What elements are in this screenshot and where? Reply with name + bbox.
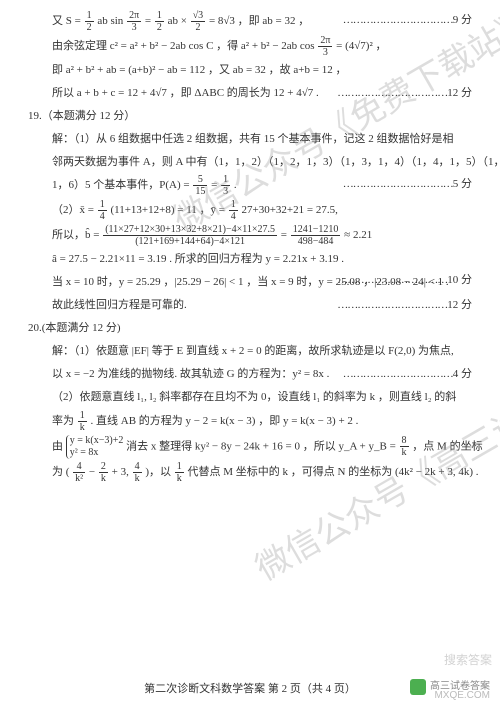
text: . xyxy=(234,179,237,191)
text: 消去 x 整理得 ky² − 8y − 24k + 16 = 0 ，所以 y_A… xyxy=(126,440,398,452)
points: 4 分 xyxy=(343,364,472,385)
fraction: (11×27+12×30+13×32+8×21)−4×11×27.5(121+1… xyxy=(103,224,277,247)
text: + 3, xyxy=(112,466,132,478)
text: 所以 a + b + c = 12 + 4√7 ，即 ΔABC 的周长为 12 … xyxy=(52,87,319,99)
text: ab × xyxy=(168,15,187,27)
fraction: 4k² xyxy=(73,461,85,484)
fraction: 1k xyxy=(78,410,87,433)
q19-line8: 故此线性回归方程是可靠的. 12 分 xyxy=(28,295,472,316)
q19-line2: 邻两天数据为事件 A，则 A 中有（1，1，2）（1，2，1，3）（1，3，1，… xyxy=(28,152,472,173)
fraction: 13 xyxy=(221,174,230,197)
text: 为 ( xyxy=(52,466,69,478)
fraction: 14 xyxy=(98,199,107,222)
page-footer: 第二次诊断文科数学答案 第 2 页（共 4 页） xyxy=(0,679,500,700)
text: = 8√3 ，即 ab = 32 ， xyxy=(209,15,309,27)
q19-line6: â = 27.5 − 2.21×11 = 3.19 . 所求的回归方程为 y =… xyxy=(28,249,472,270)
text: = xyxy=(281,229,290,241)
q18-line2: 由余弦定理 c² = a² + b² − 2ab cos C ，得 a² + b… xyxy=(28,35,472,58)
text: 又 S = xyxy=(52,15,81,27)
text: = (4√7)² ， xyxy=(336,40,386,52)
fraction: 12 xyxy=(155,10,164,33)
brace-system: y = k(x−3)+2y² = 8x xyxy=(66,435,124,459)
fraction: 14 xyxy=(229,199,238,222)
points: 5 分 xyxy=(343,174,472,195)
text: ≈ 2.21 xyxy=(344,229,372,241)
points: 12 分 xyxy=(337,295,472,316)
corner-watermark: 搜索答案 xyxy=(444,649,492,672)
points: 12 分 xyxy=(337,83,472,104)
fraction: 2π3 xyxy=(127,10,141,33)
q20-line5: 由 y = k(x−3)+2y² = 8x 消去 x 整理得 ky² − 8y … xyxy=(28,435,472,459)
q18-line1: 又 S = 12 ab sin 2π3 = 12 ab × √32 = 8√3 … xyxy=(28,10,472,33)
text: . 直线 AB 的方程为 y − 2 = k(x − 3) ，即 y = k(x… xyxy=(91,415,359,427)
q19-line4: （2）x̄ = 14 (11+13+12+8) = 11 ，ȳ = 14 27+… xyxy=(28,199,472,222)
text: (11+13+12+8) = 11 ，ȳ = xyxy=(110,204,227,216)
text: = xyxy=(145,15,154,27)
q19-line3: 1，6）5 个基本事件，P(A) = 515 = 13 . 5 分 xyxy=(28,174,472,197)
fraction: 515 xyxy=(193,174,207,197)
q20-line1: 解：（1）依题意 |EF| 等于 E 到直线 x + 2 = 0 的距离，故所求… xyxy=(28,341,472,362)
q20-line4: 率为 1k . 直线 AB 的方程为 y − 2 = k(x − 3) ，即 y… xyxy=(28,410,472,433)
page-content: 又 S = 12 ab sin 2π3 = 12 ab × √32 = 8√3 … xyxy=(0,0,500,484)
q19-line5: 所以，b̂ = (11×27+12×30+13×32+8×21)−4×11×27… xyxy=(28,224,472,247)
text: 故此线性回归方程是可靠的. xyxy=(52,299,187,311)
text: − xyxy=(89,466,98,478)
fraction: 1241−1210498−484 xyxy=(291,224,341,247)
fraction: 8k xyxy=(400,435,409,458)
text: （2）x̄ = xyxy=(52,204,97,216)
text: = xyxy=(211,179,220,191)
text: 由 xyxy=(52,440,63,452)
q19-line1: 解：（1）从 6 组数据中任选 2 组数据，共有 15 个基本事件，记这 2 组… xyxy=(28,129,472,150)
text: 由余弦定理 c² = a² + b² − 2ab cos C ，得 a² + b… xyxy=(52,40,315,52)
fraction: 4k xyxy=(133,461,142,484)
fraction: 1k xyxy=(175,461,184,484)
text: ab sin xyxy=(97,15,123,27)
text: 率为 xyxy=(52,415,74,427)
fraction: 12 xyxy=(85,10,94,33)
q19-line7: 当 x = 10 时，y = 25.29 ，|25.29 − 26| < 1 ，… xyxy=(28,272,472,293)
points: 9 分 xyxy=(343,10,472,31)
text: 1，6）5 个基本事件，P(A) = xyxy=(52,179,192,191)
text: â = 27.5 − 2.21×11 = 3.19 . 所求的回归方程为 y =… xyxy=(52,253,344,265)
q20-title: 20.(本题满分 12 分) xyxy=(28,318,472,339)
q20-line2: 以 x = −2 为准线的抛物线. 故其轨迹 G 的方程为：y² = 8x . … xyxy=(28,364,472,385)
fraction: 2π3 xyxy=(318,35,332,58)
text: 27+30+32+21 = 27.5, xyxy=(242,204,338,216)
text: ，点 M 的坐标 xyxy=(412,440,482,452)
text: 代替点 M 坐标中的 k ，可得点 N 的坐标为 (4k² − 2k + 3, … xyxy=(188,466,479,478)
q19-title: 19.（本题满分 12 分） xyxy=(28,106,472,127)
q18-line4: 所以 a + b + c = 12 + 4√7 ，即 ΔABC 的周长为 12 … xyxy=(28,83,472,104)
q20-line3: （2）依题意直线 l₁, l₂ 斜率都存在且均不为 0，设直线 l₁ 的斜率为 … xyxy=(28,387,472,408)
text: )，以 xyxy=(145,466,171,478)
text: 以 x = −2 为准线的抛物线. 故其轨迹 G 的方程为：y² = 8x . xyxy=(52,368,329,380)
text: 所以，b̂ = xyxy=(52,229,102,241)
fraction: 2k xyxy=(99,461,108,484)
q20-line6: 为 ( 4k² − 2k + 3, 4k )，以 1k 代替点 M 坐标中的 k… xyxy=(28,461,472,484)
fraction: √32 xyxy=(191,10,206,33)
q18-line3: 即 a² + b² + ab = (a+b)² − ab = 112 ，又 ab… xyxy=(28,60,472,81)
